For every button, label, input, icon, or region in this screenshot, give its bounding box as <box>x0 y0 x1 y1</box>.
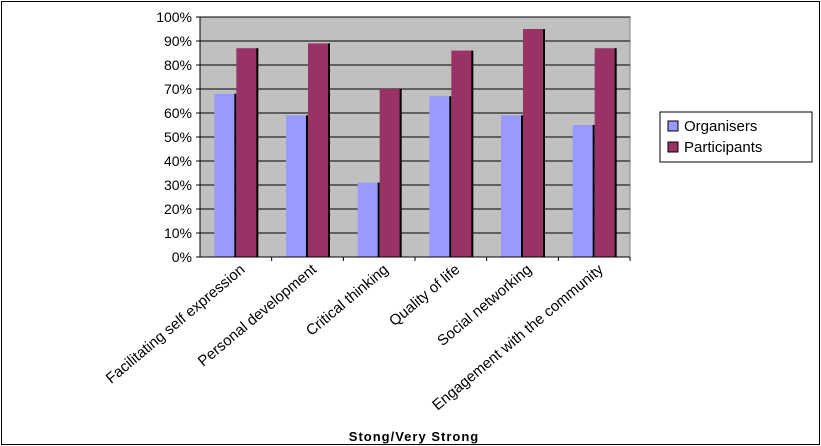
bar-organisers-0 <box>214 93 236 257</box>
legend-swatch <box>667 120 679 132</box>
x-axis-title: Stong/Very Strong <box>349 429 479 444</box>
y-tick-label: 50% <box>164 129 192 145</box>
legend-label: Organisers <box>684 118 757 135</box>
legend-swatch <box>667 141 679 153</box>
y-tick-label: 20% <box>164 201 192 217</box>
bar-organisers-4 <box>501 115 522 258</box>
bar-participants-5 <box>594 48 616 258</box>
y-tick-label: 70% <box>164 81 192 97</box>
bar-participants-3 <box>451 50 473 257</box>
y-tick-label: 10% <box>164 225 192 241</box>
bar-participants-2 <box>379 89 401 257</box>
category-label: Quality of life <box>386 261 463 330</box>
y-tick-label: 80% <box>164 57 192 73</box>
bars <box>214 29 617 258</box>
category-label: Facilitating self expression <box>103 261 249 387</box>
legend-label: Participants <box>684 139 762 156</box>
bar-organisers-3 <box>429 96 451 257</box>
bar-participants-4 <box>523 29 544 257</box>
y-axis: 0% 10% 20% 30% 40% 50% 60% 70% 80% 90% 100% <box>156 9 201 265</box>
gridlines <box>200 16 630 234</box>
category-label: Personal development <box>195 261 321 371</box>
bar-organisers-2 <box>357 182 379 257</box>
y-tick-label: 40% <box>164 153 192 169</box>
bar-organisers-5 <box>572 125 594 257</box>
y-tick-label: 30% <box>164 177 192 193</box>
legend-box <box>659 111 813 163</box>
y-tick-label: 90% <box>164 33 192 49</box>
y-tick-label: 100% <box>156 9 192 25</box>
y-tick-label: 60% <box>164 105 192 121</box>
bar-participants-1 <box>308 43 329 258</box>
y-tick-label: 0% <box>172 249 192 265</box>
bar-participants-0 <box>236 48 258 258</box>
bar-organisers-1 <box>286 115 307 258</box>
legend: Organisers Participants <box>659 111 813 163</box>
